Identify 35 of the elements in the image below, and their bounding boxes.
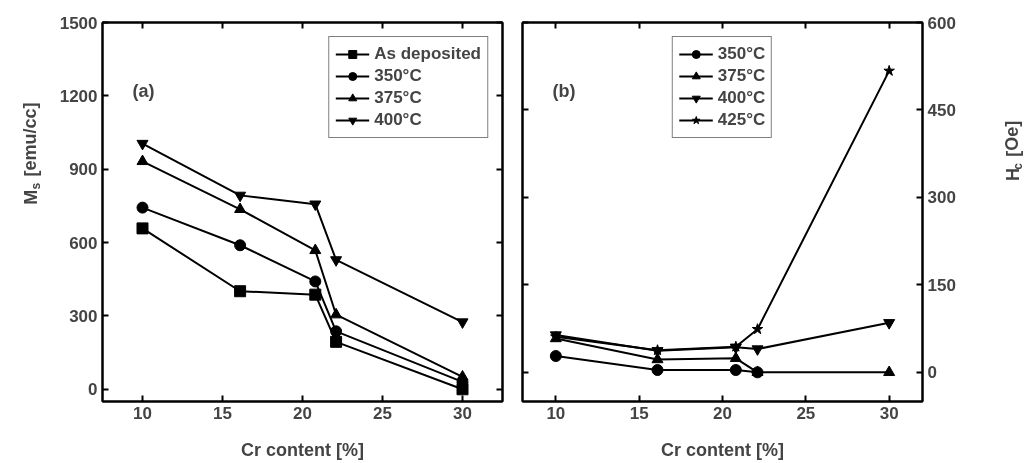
legend-label: 425°C xyxy=(717,109,766,131)
x-tick-label: 10 xyxy=(133,403,152,423)
y-tick-label: 900 xyxy=(69,160,98,180)
legend-label: 375°C xyxy=(374,87,422,109)
legend-label: 400°C xyxy=(374,109,422,131)
y2-tick-label: 150 xyxy=(927,275,956,295)
legend-label: 350°C xyxy=(374,65,422,87)
y-axis-title: Ms [emu/cc] xyxy=(20,102,43,205)
x-tick-label: 25 xyxy=(796,403,816,423)
y2-axis-title: Hc [Oe] xyxy=(1002,120,1025,181)
legend-label: As deposited xyxy=(374,43,481,65)
y-tick-label: 1500 xyxy=(59,13,98,33)
x-tick-label: 20 xyxy=(293,403,312,423)
x-tick-label: 30 xyxy=(879,403,899,423)
annotation: (b) xyxy=(552,80,576,101)
y-tick-label: 300 xyxy=(69,306,98,326)
x-tick-label: 25 xyxy=(373,403,392,423)
legend-label: 375°C xyxy=(717,65,766,87)
y-tick-label: 1200 xyxy=(59,86,98,106)
annotation: (a) xyxy=(132,80,155,101)
y2-tick-label: 300 xyxy=(927,188,956,208)
x-tick-label: 10 xyxy=(546,403,566,423)
y2-tick-label: 450 xyxy=(927,100,956,120)
y-tick-label: 600 xyxy=(69,233,98,253)
legend-label: 350°C xyxy=(717,43,766,65)
y2-tick-label: 0 xyxy=(927,363,937,383)
x-tick-label: 15 xyxy=(629,403,649,423)
y-tick-label: 0 xyxy=(88,380,98,400)
x-tick-label: 20 xyxy=(713,403,732,423)
y2-tick-label: 600 xyxy=(927,13,956,33)
x-tick-label: 15 xyxy=(213,403,232,423)
legend-label: 400°C xyxy=(717,87,766,109)
x-axis-title: Cr content [%] xyxy=(241,439,364,460)
x-tick-label: 30 xyxy=(453,403,472,423)
x-axis-title: Cr content [%] xyxy=(661,439,784,460)
